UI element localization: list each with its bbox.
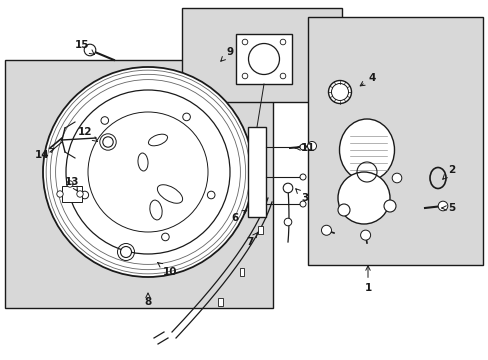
Bar [182, 8, 341, 102]
Circle shape [337, 204, 349, 216]
Text: 5: 5 [441, 203, 455, 213]
Circle shape [360, 230, 370, 240]
Circle shape [280, 39, 285, 45]
Bar [239, 268, 244, 276]
Circle shape [84, 44, 96, 56]
Text: 15: 15 [75, 40, 94, 55]
Text: 4: 4 [360, 73, 375, 86]
Circle shape [283, 183, 292, 193]
Circle shape [299, 174, 305, 180]
Circle shape [67, 181, 73, 187]
Text: 11: 11 [295, 143, 315, 153]
Text: 13: 13 [64, 177, 79, 191]
Text: 9: 9 [220, 47, 233, 61]
Text: 2: 2 [442, 165, 455, 179]
Circle shape [183, 113, 190, 121]
Circle shape [307, 141, 316, 150]
Circle shape [102, 137, 113, 147]
Circle shape [299, 144, 305, 150]
Text: 12: 12 [78, 127, 97, 141]
Bar [62, 186, 82, 202]
Circle shape [57, 191, 63, 197]
Circle shape [280, 73, 285, 79]
Circle shape [242, 39, 247, 45]
Circle shape [391, 173, 401, 183]
Circle shape [120, 247, 131, 257]
Bar [217, 298, 222, 306]
Text: 14: 14 [35, 148, 55, 160]
Text: 1: 1 [364, 266, 371, 293]
Circle shape [161, 233, 169, 241]
Bar [307, 17, 482, 265]
Circle shape [81, 191, 88, 199]
Circle shape [328, 81, 351, 104]
Bar [5, 60, 272, 308]
Circle shape [77, 191, 83, 197]
Circle shape [43, 67, 252, 277]
Circle shape [284, 218, 291, 226]
Circle shape [437, 201, 447, 211]
Bar [236, 34, 291, 84]
Circle shape [207, 191, 215, 199]
Ellipse shape [337, 172, 389, 224]
Bar [247, 127, 265, 217]
Ellipse shape [339, 119, 394, 181]
Text: 10: 10 [157, 262, 177, 277]
Circle shape [101, 117, 108, 124]
Text: 6: 6 [231, 210, 246, 223]
Text: 7: 7 [246, 232, 258, 247]
Circle shape [383, 200, 395, 212]
Circle shape [299, 201, 305, 207]
Bar [257, 226, 262, 234]
Text: 3: 3 [295, 189, 308, 203]
Circle shape [242, 73, 247, 79]
Text: 8: 8 [144, 293, 151, 307]
Circle shape [321, 225, 331, 235]
